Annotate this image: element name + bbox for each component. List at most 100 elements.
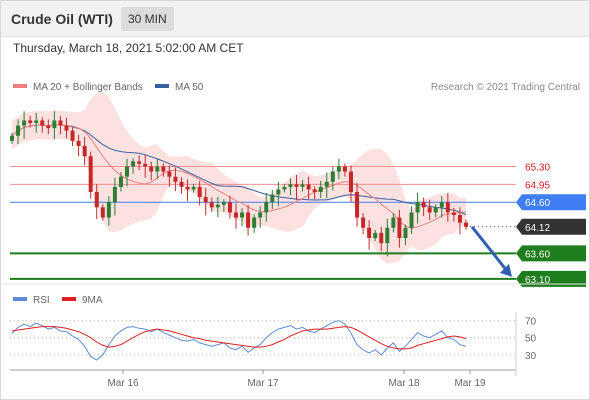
candle-body-7 — [52, 120, 57, 129]
support-tag-label-5: 63.10 — [525, 275, 550, 286]
forecast-arrow — [470, 225, 512, 277]
candle-body-41 — [258, 212, 263, 218]
candle-body-43 — [270, 194, 275, 203]
candle-body-21 — [137, 161, 142, 164]
candle-body-44 — [276, 189, 281, 195]
candle-body-56 — [348, 171, 353, 192]
rsi-legend-swatch — [13, 297, 27, 301]
candle-body-11 — [76, 140, 81, 146]
x-axis: Mar 16 Mar 17 Mar 18 Mar 19 — [107, 370, 486, 389]
candle-body-37 — [233, 212, 238, 218]
forecast-arrow-head — [500, 263, 512, 277]
candlesticks — [10, 111, 468, 257]
candle-body-18 — [118, 176, 123, 187]
candle-body-35 — [221, 202, 226, 205]
support-tag-4 — [516, 245, 586, 262]
candle-body-62 — [385, 227, 390, 244]
current-tag-3 — [516, 218, 586, 235]
x-tick-label-3: Mar 19 — [454, 378, 486, 389]
ma50-legend-label: MA 50 — [175, 82, 204, 93]
candle-body-72 — [445, 202, 450, 213]
candle-body-38 — [240, 212, 245, 218]
candle-body-23 — [149, 166, 154, 172]
candle-body-16 — [106, 202, 111, 218]
candle-body-53 — [330, 171, 335, 182]
ma20-legend-label: MA 20 + Bollinger Bands — [33, 82, 143, 93]
candle-body-55 — [342, 166, 347, 172]
candle-body-12 — [82, 146, 87, 157]
candle-body-74 — [457, 215, 462, 223]
candle-body-14 — [94, 192, 99, 208]
support-tag-5 — [516, 270, 586, 287]
candle-body-67 — [415, 202, 420, 213]
pivot-tag-2 — [516, 194, 586, 211]
candle-body-52 — [324, 181, 329, 187]
candle-body-6 — [46, 125, 51, 129]
candle-body-34 — [215, 204, 220, 208]
candle-body-13 — [88, 156, 93, 192]
current-tag-label-3: 64.12 — [525, 223, 550, 234]
candle-body-42 — [264, 202, 269, 213]
candle-body-65 — [403, 227, 408, 238]
candle-body-45 — [282, 186, 287, 190]
candle-body-48 — [300, 184, 305, 187]
candle-body-4 — [34, 120, 39, 123]
price-level-tags: 65.30 64.95 64.60 64.12 63.60 63.10 — [516, 162, 586, 287]
ma50-line — [11, 124, 467, 216]
candle-body-50 — [312, 189, 317, 192]
candle-body-54 — [336, 166, 341, 172]
candle-body-28 — [179, 181, 184, 187]
ma50-legend-swatch — [155, 84, 169, 88]
candle-body-39 — [246, 212, 251, 228]
candle-body-15 — [100, 207, 105, 218]
candle-body-10 — [70, 130, 75, 141]
forecast-arrow-shaft — [470, 225, 509, 272]
candle-body-51 — [318, 186, 323, 192]
ma9-legend-label: 9MA — [82, 295, 103, 306]
copyright-text: Research © 2021 Trading Central — [431, 82, 580, 93]
candle-body-20 — [131, 161, 136, 167]
candle-body-75 — [464, 222, 468, 227]
rsi-legend: RSI 9MA — [13, 295, 103, 306]
candle-body-36 — [227, 202, 232, 213]
rsi-tick-label-30: 30 — [525, 351, 537, 362]
candle-body-29 — [185, 186, 190, 190]
pivot-tag-label-2: 64.60 — [525, 198, 550, 209]
candle-body-32 — [203, 197, 208, 203]
x-tick-label-0: Mar 16 — [107, 378, 139, 389]
rsi-grid: 70 50 30 — [10, 317, 537, 362]
candle-body-68 — [421, 202, 426, 208]
candle-body-58 — [361, 217, 366, 228]
candle-body-64 — [397, 217, 402, 238]
x-tick-label-1: Mar 17 — [247, 378, 279, 389]
candle-body-17 — [112, 186, 117, 203]
candle-body-63 — [391, 217, 396, 228]
x-tick-label-2: Mar 18 — [388, 378, 420, 389]
rsi-lines — [11, 320, 467, 361]
ma20-legend-swatch — [13, 84, 27, 88]
instrument-title: Crude Oil (WTI) — [11, 11, 113, 27]
candle-body-8 — [58, 120, 63, 126]
ma20-line — [11, 124, 467, 229]
rsi-legend-label: RSI — [33, 295, 50, 306]
bollinger-bands — [12, 91, 466, 264]
rsi-line — [11, 320, 467, 361]
candle-body-40 — [252, 217, 257, 228]
candle-body-46 — [288, 184, 293, 187]
candle-body-2 — [22, 120, 27, 126]
candle-body-69 — [427, 207, 432, 213]
chart-datetime: Thursday, March 18, 2021 5:02:00 AM CET — [13, 41, 244, 55]
timeframe-badge[interactable]: 30 MIN — [121, 7, 174, 31]
candle-body-57 — [355, 192, 360, 218]
9ma-line — [11, 326, 467, 350]
candle-body-27 — [173, 176, 178, 182]
moving-averages — [11, 124, 467, 229]
resistance-label-0: 65.30 — [525, 162, 550, 173]
main-legend: MA 20 + Bollinger Bands MA 50 Research ©… — [13, 82, 580, 93]
candle-body-0 — [10, 135, 14, 141]
candle-body-61 — [379, 232, 384, 244]
bollinger-band-fill — [12, 91, 466, 264]
candle-body-71 — [439, 202, 444, 208]
rsi-tick-label-70: 70 — [525, 317, 537, 328]
